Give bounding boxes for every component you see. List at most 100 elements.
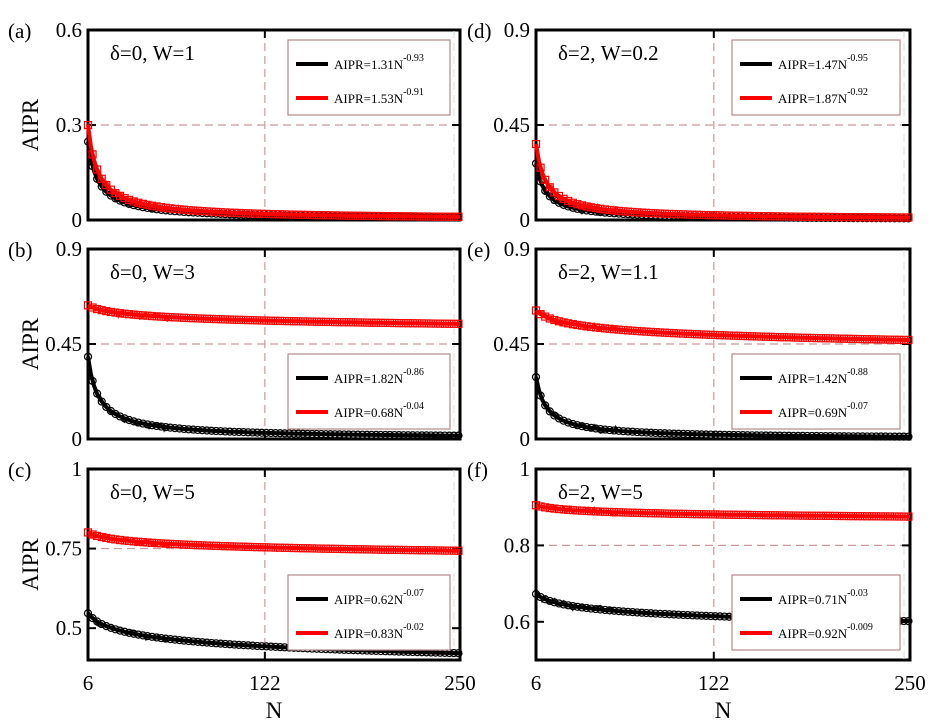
legend-box — [731, 39, 901, 116]
y-tick-label: 0.6 — [56, 18, 82, 42]
y-tick-label: 0.45 — [45, 332, 82, 356]
data-point-square — [665, 209, 674, 218]
data-point-square — [184, 313, 193, 323]
data-point-circle — [564, 418, 573, 427]
data-point-circle — [147, 632, 157, 641]
data-point-circle — [692, 430, 702, 439]
data-point-square — [221, 315, 230, 324]
data-point-square — [202, 314, 212, 323]
legend-box — [731, 353, 901, 430]
data-point-square — [545, 503, 554, 513]
data-point-circle — [93, 389, 102, 398]
data-point-square — [344, 211, 353, 220]
data-point-square — [454, 212, 463, 221]
data-point-square — [587, 507, 596, 516]
data-point-square — [445, 546, 454, 555]
data-point-square — [715, 510, 725, 519]
data-point-circle — [669, 429, 679, 438]
data-point-square — [577, 321, 587, 330]
data-point-square — [193, 314, 202, 323]
data-point-square — [152, 202, 161, 211]
data-point-square — [115, 309, 125, 318]
data-point-circle — [679, 610, 688, 620]
data-point-square — [564, 505, 573, 514]
data-point-circle — [390, 430, 399, 440]
data-point-square — [207, 314, 216, 324]
data-point-square — [312, 544, 321, 553]
data-point-square — [559, 505, 568, 514]
data-point-circle — [340, 430, 349, 439]
data-point-square — [358, 211, 367, 220]
data-point-circle — [660, 609, 669, 619]
panel-label: (a) — [8, 19, 31, 43]
data-point-circle — [239, 641, 248, 650]
data-point-square — [794, 212, 803, 221]
y-tick-label: 1 — [520, 457, 531, 481]
data-point-circle — [536, 592, 545, 602]
data-point-circle — [812, 431, 821, 441]
data-point-circle — [216, 639, 225, 648]
data-point-square — [289, 317, 298, 326]
data-point-square — [775, 333, 784, 342]
legend: AIPR=1.82N-0.86 AIPR=0.68N-0.04 — [287, 353, 451, 430]
data-point-square — [651, 509, 660, 518]
data-point-square — [152, 538, 161, 548]
data-point-circle — [798, 431, 807, 440]
data-point-circle — [738, 431, 748, 440]
data-point-square — [587, 203, 596, 212]
panel-d: 00.450.9(d)δ=2, W=0.2 AIPR=1.47N-0.95AIPR… — [467, 18, 913, 232]
data-point-square — [230, 542, 239, 551]
data-point-square — [697, 510, 706, 519]
data-point-square — [743, 510, 752, 520]
panel-annotation: δ=0, W=5 — [110, 480, 195, 504]
data-point-circle — [134, 418, 143, 427]
data-point-circle — [266, 428, 276, 438]
data-point-square — [431, 319, 440, 328]
data-point-square — [876, 335, 885, 344]
data-point-square — [559, 194, 568, 203]
data-point-circle — [605, 425, 614, 435]
data-point-square — [129, 310, 138, 319]
data-point-square — [830, 212, 839, 222]
data-point-square — [376, 211, 385, 221]
data-point-circle — [166, 635, 175, 644]
data-point-circle — [257, 428, 266, 437]
data-point-square — [743, 332, 752, 341]
data-point-square — [147, 201, 157, 210]
data-point-circle — [596, 605, 605, 614]
data-point-square — [211, 541, 221, 550]
data-point-square — [93, 531, 102, 541]
data-point-circle — [285, 429, 294, 438]
data-point-square — [225, 315, 234, 324]
data-point-square — [679, 329, 688, 338]
data-point-square — [170, 313, 180, 322]
data-point-square — [766, 332, 775, 341]
data-point-square — [408, 546, 417, 555]
data-point-square — [426, 546, 436, 555]
data-point-square — [872, 335, 881, 344]
data-point-circle — [637, 428, 646, 437]
data-point-square — [849, 334, 858, 344]
panel-annotation: δ=0, W=1 — [110, 41, 195, 65]
data-point-square — [417, 319, 426, 328]
data-point-circle — [752, 431, 761, 440]
data-point-circle — [170, 424, 180, 433]
data-point-circle — [715, 430, 725, 439]
data-point-square — [573, 200, 582, 209]
data-point-circle — [376, 430, 385, 440]
y-tick-label: 0.9 — [504, 18, 530, 42]
y-axis-label: AIPR — [18, 317, 43, 370]
data-point-square — [207, 541, 216, 550]
data-point-circle — [408, 431, 417, 440]
y-tick-label: 0.5 — [56, 616, 82, 640]
legend-exponent-0: -0.88 — [847, 367, 868, 378]
data-point-square — [761, 212, 771, 221]
data-point-square — [317, 544, 326, 553]
data-point-square — [633, 508, 642, 517]
data-point-square — [720, 510, 729, 519]
data-point-circle — [748, 431, 757, 440]
data-point-square — [257, 316, 266, 325]
